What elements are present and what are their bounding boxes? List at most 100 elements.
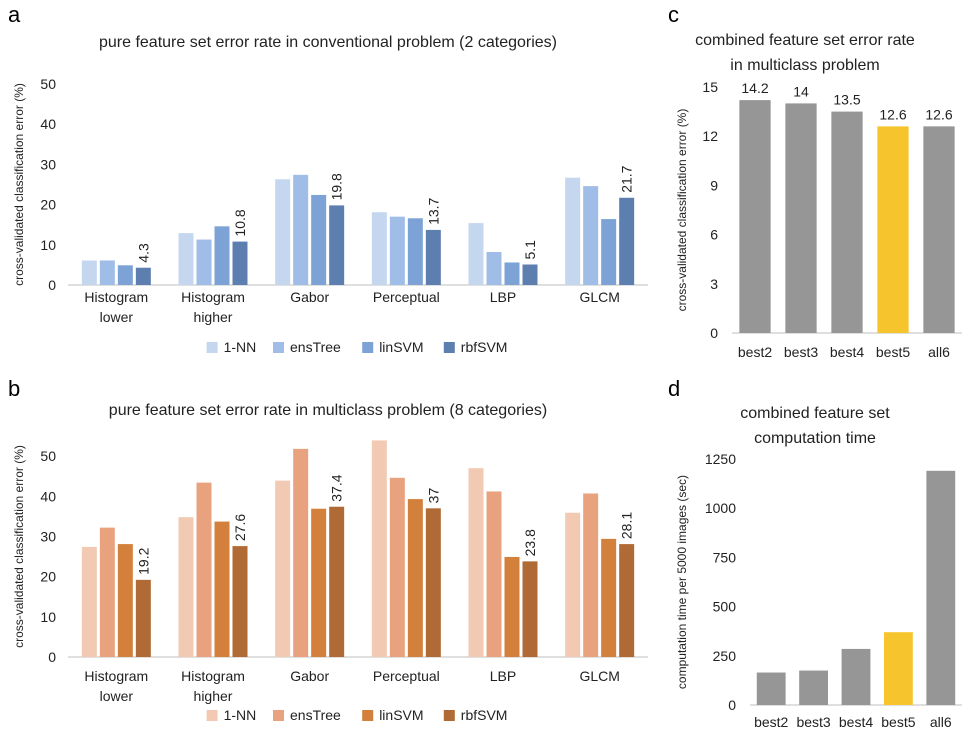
x-tick-label: Histogram: [84, 289, 148, 305]
chart-c: combined feature set error rate in multic…: [675, 32, 962, 360]
x-tick-label: LBP: [490, 668, 516, 684]
x-tick-label: best3: [784, 344, 818, 360]
chart-title: combined feature set: [740, 405, 890, 422]
y-tick-label: 20: [40, 569, 56, 585]
bar-linsvm: [504, 262, 520, 285]
y-tick-label: 0: [48, 277, 56, 293]
data-label: 19.2: [135, 547, 151, 574]
panel-letter-b: b: [8, 376, 20, 401]
legend-label: ensTree: [290, 339, 341, 355]
bar-linsvm: [601, 219, 617, 285]
bar-linsvm: [117, 544, 133, 657]
data-label: 4.3: [135, 243, 151, 263]
bar-rbfsvm: [329, 506, 345, 657]
legend-swatch: [443, 710, 455, 721]
bar-rbfsvm: [619, 544, 635, 657]
bar-enstree: [99, 260, 115, 285]
data-label: 19.8: [329, 173, 345, 200]
bar-rbfsvm: [135, 267, 151, 285]
legend-swatch: [362, 710, 374, 721]
x-tick-label: best2: [738, 344, 772, 360]
legend-label: rbfSVM: [461, 707, 508, 723]
bar-enstree: [486, 252, 502, 285]
y-tick-label: 50: [40, 448, 56, 464]
data-label: 13.7: [425, 197, 441, 224]
legend-swatch: [206, 342, 218, 353]
chart-d: combined feature set computation time comp…: [675, 405, 962, 730]
bar-1-nn: [468, 223, 484, 285]
x-tick-label: best3: [796, 714, 830, 730]
bar-1-nn: [565, 177, 581, 285]
y-tick-label: 30: [40, 528, 56, 544]
y-tick-label: 20: [40, 197, 56, 213]
bar-linsvm: [504, 556, 520, 657]
x-tick-label: higher: [194, 688, 233, 704]
y-tick-label: 50: [40, 76, 56, 92]
bar-enstree: [99, 527, 115, 657]
legend-swatch: [443, 342, 455, 353]
x-tick-label: GLCM: [579, 289, 619, 305]
bar-1-nn: [565, 512, 581, 657]
y-tick-label: 10: [40, 237, 56, 253]
x-tick-label: Histogram: [181, 289, 245, 305]
bar-1-nn: [81, 260, 97, 285]
x-tick-label: Gabor: [290, 668, 329, 684]
bar-rbfsvm: [232, 241, 248, 285]
x-tick-label: Perceptual: [373, 668, 440, 684]
y-tick-label: 1250: [705, 451, 736, 467]
y-tick-label: 10: [40, 609, 56, 625]
x-tick-label: lower: [100, 309, 134, 325]
y-tick-label: 40: [40, 488, 56, 504]
data-label: 14: [793, 83, 809, 99]
y-axis-label: computation time per 5000 images (sec): [675, 475, 689, 689]
legend-label: linSVM: [379, 339, 423, 355]
bar-rbfsvm: [329, 205, 345, 285]
bar-enstree: [293, 448, 309, 657]
legend-swatch: [206, 710, 218, 721]
y-tick-label: 12: [702, 128, 718, 144]
chart-title: combined feature set error rate: [695, 32, 915, 49]
bar-rbfsvm: [619, 197, 635, 285]
bar-enstree: [293, 174, 309, 285]
legend-label: ensTree: [290, 707, 341, 723]
bar-best3: [785, 103, 817, 334]
bar-all6: [926, 470, 956, 705]
bar-enstree: [583, 186, 599, 285]
bar-linsvm: [311, 194, 327, 285]
x-tick-label: best4: [830, 344, 864, 360]
y-tick-label: 0: [48, 649, 56, 665]
chart-title: pure feature set error rate in multiclas…: [109, 402, 547, 419]
x-tick-label: best5: [881, 714, 915, 730]
y-axis-label: cross-validated classification error (%): [12, 83, 26, 286]
legend-label: rbfSVM: [461, 339, 508, 355]
bar-rbfsvm: [425, 508, 441, 657]
legend-swatch: [273, 710, 284, 721]
bar-rbfsvm: [232, 546, 248, 657]
chart-title: in multiclass problem: [730, 57, 879, 74]
bar-1-nn: [371, 440, 387, 657]
y-tick-label: 1000: [705, 500, 736, 516]
bar-1-nn: [468, 468, 484, 657]
x-tick-label: Perceptual: [373, 289, 440, 305]
x-tick-label: best5: [876, 344, 910, 360]
y-tick-label: 30: [40, 156, 56, 172]
y-tick-label: 40: [40, 116, 56, 132]
x-tick-label: higher: [194, 309, 233, 325]
x-tick-label: GLCM: [579, 668, 619, 684]
bar-enstree: [196, 482, 212, 657]
y-axis-label: cross-validated classification error (%): [675, 109, 689, 312]
x-tick-label: LBP: [490, 289, 516, 305]
bar-1-nn: [275, 480, 291, 657]
y-tick-label: 500: [713, 599, 737, 615]
y-tick-label: 0: [728, 697, 736, 713]
x-tick-label: lower: [100, 688, 134, 704]
bar-best5: [877, 126, 909, 333]
y-tick-label: 6: [710, 227, 718, 243]
bar-best4: [831, 111, 863, 333]
legend-swatch: [273, 342, 284, 353]
bar-best5: [883, 632, 913, 705]
data-label: 27.6: [232, 514, 248, 541]
data-label: 10.8: [232, 209, 248, 236]
data-label: 14.2: [741, 80, 768, 96]
